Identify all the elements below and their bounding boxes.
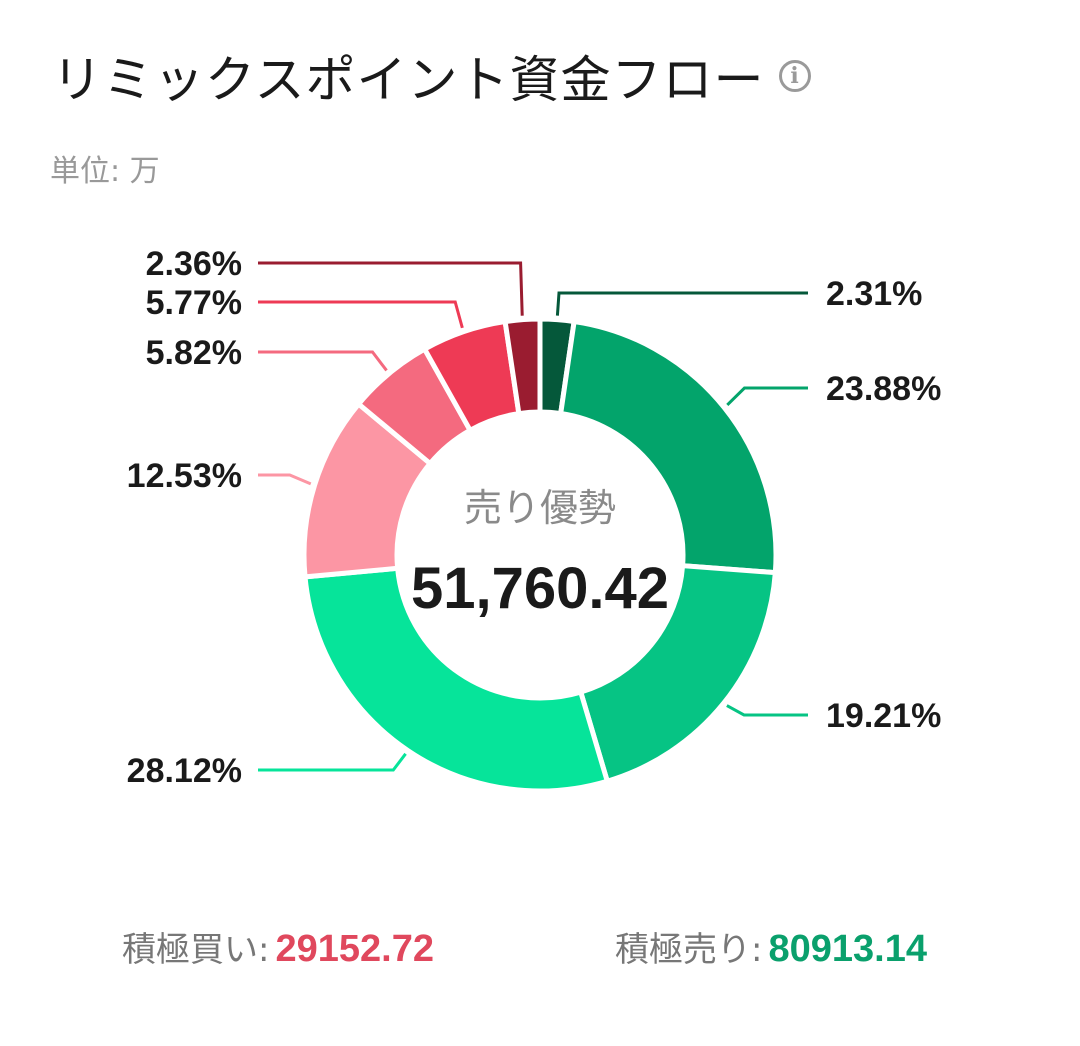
slice-label: 5.77% bbox=[146, 284, 242, 322]
slice-label: 12.53% bbox=[127, 457, 242, 495]
unit-label: 単位: 万 bbox=[50, 154, 160, 189]
center-title: 売り優勢 bbox=[464, 486, 616, 530]
buy-value: 29152.72 bbox=[275, 928, 434, 970]
leader-line bbox=[258, 350, 388, 372]
leader-line bbox=[258, 261, 524, 316]
leader-line bbox=[726, 704, 808, 717]
buy-label: 積極買い: bbox=[122, 930, 270, 970]
slice-label: 19.21% bbox=[826, 697, 941, 735]
donut-slice[interactable] bbox=[502, 316, 543, 417]
leader-line bbox=[258, 752, 407, 772]
slice-label: 23.88% bbox=[826, 370, 941, 408]
donut-slice[interactable] bbox=[577, 563, 779, 785]
donut-slice[interactable] bbox=[302, 565, 611, 794]
leader-line bbox=[258, 300, 464, 329]
slice-label: 5.82% bbox=[146, 334, 242, 372]
leader-line bbox=[258, 473, 312, 486]
sell-value: 80913.14 bbox=[768, 928, 927, 970]
title-row: リミックスポイント資金フロー i bbox=[52, 40, 811, 112]
leader-line bbox=[726, 386, 808, 407]
slice-label: 2.31% bbox=[826, 275, 922, 313]
donut-chart: 2.31% 23.88% 19.21% 28.12% 12.53% 5.82% 5.77%2… bbox=[126, 245, 942, 794]
sell-label: 積極売り: bbox=[615, 930, 763, 970]
leader-lines bbox=[258, 261, 808, 772]
buy-summary: 積極買い: 29152.72 bbox=[122, 922, 434, 971]
page-title: リミックスポイント資金フロー bbox=[52, 51, 765, 109]
sell-summary: 積極売り: 80913.14 bbox=[615, 922, 927, 971]
slice-label: 28.12% bbox=[127, 752, 242, 790]
center-value: 51,760.42 bbox=[411, 556, 669, 621]
slice-labels: 2.31% 23.88% 19.21% 28.12% 12.53% 5.82% 5.77%2… bbox=[127, 245, 942, 790]
donut-slice[interactable] bbox=[557, 318, 779, 576]
slice-label: 2.36% bbox=[146, 245, 242, 283]
info-icon[interactable]: i bbox=[778, 60, 811, 92]
leader-line bbox=[555, 291, 808, 316]
donut-slices bbox=[301, 316, 779, 794]
